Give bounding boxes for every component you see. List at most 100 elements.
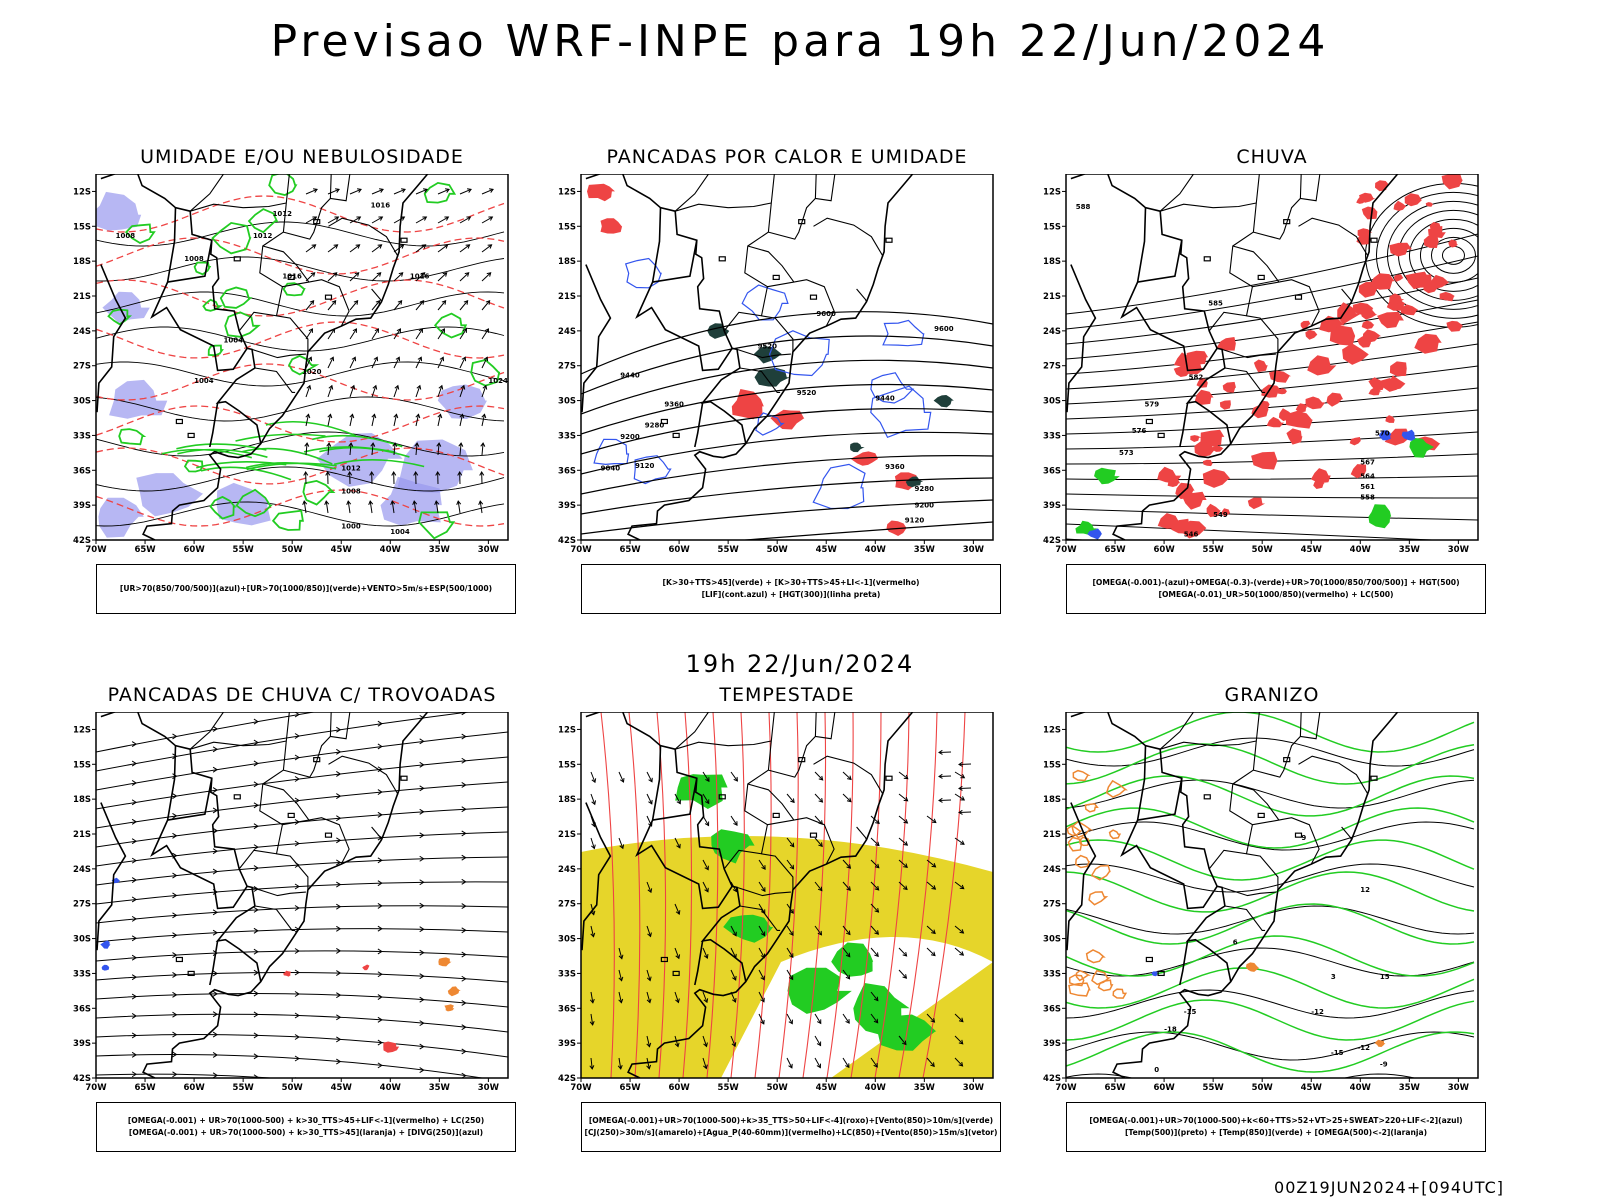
heat-instability-area (850, 451, 879, 466)
height-contour (1066, 299, 1478, 360)
lon-label: 60W (668, 1083, 690, 1093)
country-border (694, 402, 704, 448)
temp500-contour (1066, 1031, 1475, 1061)
wind-vector (590, 932, 596, 938)
streamline-850 (706, 712, 719, 1078)
low-pressure-contour (1375, 191, 1478, 319)
wind-vector (646, 881, 652, 893)
wind-vector (437, 272, 448, 282)
state-border (739, 905, 781, 931)
wind-vector (938, 773, 943, 779)
wind-vector (481, 300, 491, 311)
streamline-arrow (172, 872, 178, 879)
lat-label: 15S (1043, 760, 1061, 770)
wind-vector (440, 328, 446, 333)
wind-vector (307, 356, 313, 362)
strong-wind-area (787, 967, 852, 1014)
humidity-low-contour (245, 462, 337, 470)
wind-vector (619, 844, 625, 850)
country-border (581, 264, 612, 413)
country-border (100, 174, 262, 444)
humidity-low-contour (209, 495, 237, 520)
rain-area (1349, 437, 1361, 446)
wind-vector (870, 859, 880, 869)
streamline-arrow (336, 903, 342, 910)
contour-label: 9520 (758, 342, 778, 350)
streamline-arrow (131, 1013, 138, 1019)
wind-vector (591, 778, 597, 784)
wind-vector (873, 1018, 879, 1024)
state-border (1160, 740, 1257, 750)
lon-label: 60W (183, 545, 205, 555)
jet-stream-area (581, 836, 993, 1078)
streamline-arrow (212, 1031, 219, 1038)
wind-vector (874, 863, 880, 869)
lat-label: 15S (558, 222, 576, 232)
lat-label: 18S (558, 795, 576, 805)
wind-vector (898, 881, 908, 890)
state-border (371, 826, 383, 841)
streamline-arrow (212, 725, 219, 732)
lake-outline (175, 418, 183, 425)
streamline-arrow (336, 881, 342, 888)
map-layers: 588 585 582 579 576 573 570 567 564 561 558 546 549 (1066, 174, 1478, 540)
wind-vector (327, 244, 338, 253)
streamline-arrow (172, 932, 178, 939)
lake-outline (1257, 812, 1265, 819)
rain-area (1387, 375, 1406, 390)
wind-vector (646, 1035, 651, 1047)
lake-outline (313, 219, 321, 225)
rain-area (1259, 400, 1270, 410)
state-border (276, 315, 309, 352)
rain-area (1446, 320, 1463, 332)
lat-label: 27S (1043, 362, 1061, 372)
wind-vector (437, 188, 450, 195)
lat-label: 39S (73, 501, 91, 511)
wind-vector (331, 300, 337, 305)
wind-vector (674, 903, 680, 915)
lat-label: 12S (1043, 187, 1061, 197)
wind-vector (786, 925, 794, 936)
state-border (1232, 783, 1280, 821)
lake-outline (187, 432, 195, 439)
base-map (581, 712, 914, 1078)
wind-vector (959, 929, 965, 934)
wind-vector (903, 774, 909, 780)
height-contour (1066, 431, 1478, 450)
lon-label: 55W (718, 1083, 740, 1093)
lifted-index-contour (870, 385, 932, 439)
wind-vector (818, 798, 824, 803)
lat-label: 39S (1043, 501, 1061, 511)
rain-area (1423, 235, 1439, 248)
wind-vector (816, 1041, 822, 1047)
divergence-area (100, 940, 111, 949)
wind-vector (903, 796, 909, 802)
thickness-contour (96, 321, 505, 359)
wind-vector (704, 865, 709, 871)
streamline-arrow (377, 1039, 383, 1046)
wind-vector (305, 385, 311, 398)
wind-vector (327, 272, 338, 282)
wind-vector (702, 859, 709, 870)
contour-label: 1016 (410, 273, 430, 281)
wind-vector (393, 443, 396, 456)
state-border (189, 712, 224, 750)
streamline-arrow (461, 975, 467, 982)
wind-vector (399, 244, 405, 249)
humidity-low-contour (333, 459, 425, 468)
wind-vector (646, 991, 651, 1003)
wind-vector (459, 272, 470, 282)
rain-area (1178, 360, 1206, 375)
streamline-arrow (419, 855, 425, 862)
lon-label: 50W (1252, 1083, 1274, 1093)
streamline-arrow (253, 1032, 259, 1039)
wind-vector (444, 216, 450, 221)
wind-vector (347, 501, 351, 514)
map-layers: 9600 9520 9440 9360 9280 9200 9120 9040 9600 9520… (581, 174, 993, 540)
contour-label: -15 (1331, 1049, 1344, 1057)
wind-vector (369, 501, 373, 514)
wind-vector (954, 837, 965, 845)
wind-vector (437, 216, 449, 224)
lat-label: 30S (558, 935, 576, 945)
mid-title: 19h 22/Jun/2024 (685, 650, 915, 678)
